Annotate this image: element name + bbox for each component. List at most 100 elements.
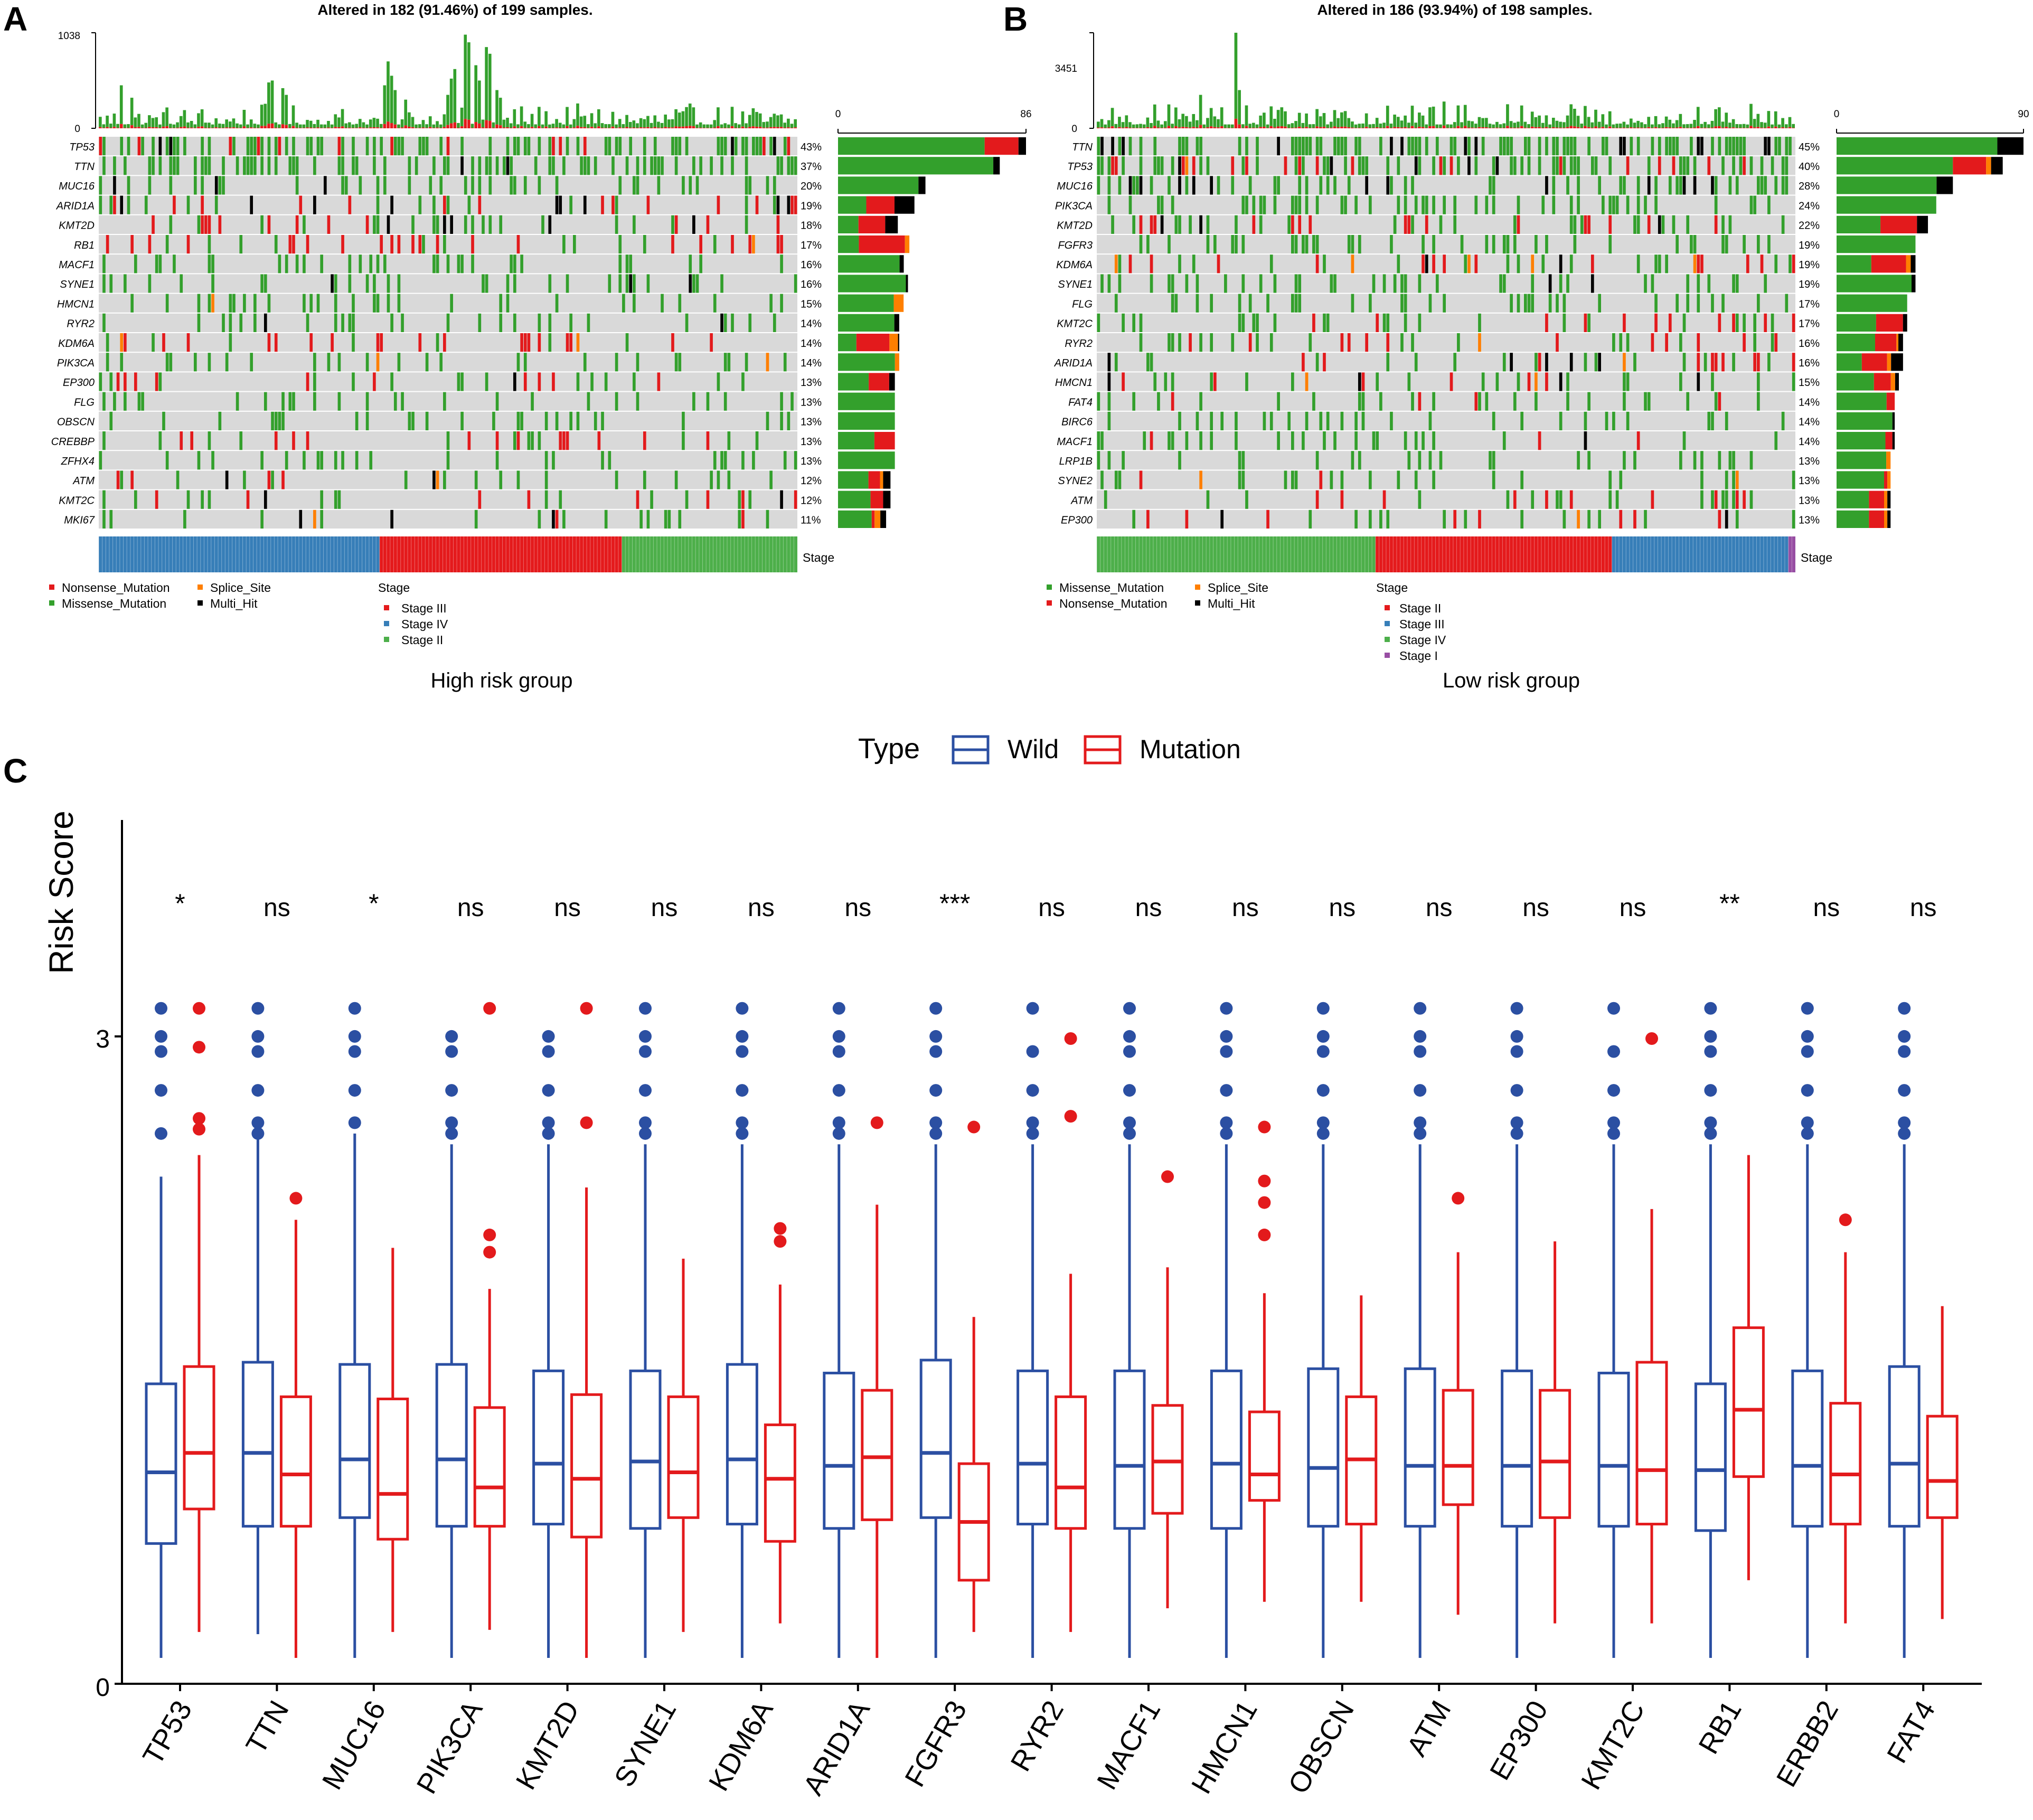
mutation-cell <box>706 215 710 234</box>
mutation-cell <box>1743 235 1746 254</box>
mutation-cell <box>1443 294 1446 313</box>
box-body <box>183 1365 215 1511</box>
box-outlier <box>1801 1127 1814 1140</box>
tmb-bar-nonsense <box>1167 126 1171 128</box>
box-outlier <box>967 1120 981 1134</box>
mutation-cell <box>243 156 246 175</box>
tmb-bar-missense <box>758 113 762 127</box>
mutation-cell <box>1732 470 1735 489</box>
gene-count-bar <box>880 510 887 528</box>
mutation-cell <box>1248 294 1252 313</box>
mutation-cell <box>1171 392 1174 411</box>
mutation-cell <box>1150 431 1153 450</box>
gene-percent: 16% <box>801 279 822 290</box>
mutation-cell <box>748 490 752 509</box>
tmb-bar-nonsense <box>485 120 488 128</box>
mutation-cell <box>1309 215 1312 234</box>
mutation-cell <box>1665 137 1668 156</box>
mutation-cell <box>780 490 783 509</box>
mutation-cell <box>267 470 271 489</box>
box-outlier <box>445 1127 458 1140</box>
mutation-cell <box>169 137 173 156</box>
mutation-cell <box>1114 156 1118 175</box>
mutation-cell <box>587 392 590 411</box>
mutation-cell <box>1774 137 1778 156</box>
oncoplot-row-bg <box>1097 490 1795 509</box>
tmb-bar-missense <box>1259 115 1263 127</box>
tmb-bar-missense <box>636 123 639 128</box>
mutation-cell <box>1379 510 1382 529</box>
tmb-bar-missense <box>1097 121 1100 128</box>
box-outlier <box>870 1116 883 1129</box>
mutation-cell <box>692 215 695 234</box>
mutation-cell <box>274 137 278 156</box>
mutation-cell <box>608 274 611 293</box>
mutation-cell <box>432 254 436 274</box>
mutation-cell <box>1269 254 1273 274</box>
tmb-bar-missense <box>1651 124 1654 128</box>
mutation-cell <box>460 137 464 156</box>
mutation-cell <box>1189 215 1192 234</box>
mutation-cell <box>506 294 510 313</box>
mutation-cell <box>1789 254 1792 274</box>
box-outlier <box>1414 1030 1427 1043</box>
mutation-cell <box>1312 235 1315 254</box>
box-outlier <box>929 1002 943 1015</box>
mutation-cell <box>165 235 169 254</box>
mutation-cell <box>576 372 580 391</box>
mutation-cell <box>1654 254 1658 274</box>
mutation-cell <box>552 510 555 529</box>
mutation-cell <box>1393 274 1397 293</box>
tmb-bar-missense <box>464 34 467 119</box>
box-outlier <box>1258 1120 1271 1134</box>
mutation-cell <box>158 431 162 450</box>
tmb-bar-missense <box>1322 113 1326 127</box>
mutation-cell <box>1757 235 1760 254</box>
mutation-cell <box>436 254 439 274</box>
mutation-cell <box>513 137 516 156</box>
tmb-bar-nonsense <box>316 127 319 128</box>
mutation-cell <box>1474 137 1478 156</box>
box-outlier <box>1414 1002 1427 1015</box>
tmb-bar-missense <box>1263 112 1266 127</box>
tmb-bar-missense <box>646 116 650 127</box>
tmb-bar-missense <box>1439 124 1442 128</box>
mutation-cell <box>1294 235 1298 254</box>
tmb-bar-missense <box>1294 121 1297 128</box>
tmb-bar-missense <box>1450 124 1453 128</box>
mutation-cell <box>1711 490 1714 509</box>
mutation-cell <box>523 372 527 391</box>
mutation-cell <box>516 137 520 156</box>
mutation-cell <box>769 137 773 156</box>
gene-label: ARID1A <box>56 200 95 212</box>
mutation-cell <box>443 235 446 254</box>
gene-label: BIRC6 <box>1061 417 1093 428</box>
mutation-cell <box>1443 254 1446 274</box>
tmb-bar-nonsense <box>1418 127 1421 128</box>
tmb-bar-nonsense <box>685 126 688 128</box>
tmb-bar-missense <box>1781 118 1784 128</box>
mutation-cell <box>1302 353 1305 372</box>
mutation-cell <box>1097 431 1100 450</box>
mutation-cell <box>1517 294 1520 313</box>
mutation-cell <box>1520 510 1523 529</box>
legend-a-stage3-swatch <box>384 637 389 642</box>
mutation-cell <box>667 510 671 529</box>
mutation-cell <box>1771 333 1774 352</box>
mutation-cell <box>418 333 422 352</box>
gene-count-bar <box>1991 157 2003 175</box>
gene-count-bar <box>1837 314 1876 332</box>
tmb-bar-missense <box>1382 122 1386 128</box>
tmb-bar-missense <box>1266 124 1269 128</box>
box-outlier <box>1123 1127 1136 1140</box>
mutation-cell <box>411 411 415 430</box>
tmb-bar-missense <box>1418 112 1421 127</box>
gene-count-bar <box>883 491 891 508</box>
mutation-cell <box>1760 176 1764 195</box>
mutation-cell <box>158 137 162 156</box>
tmb-bar-missense <box>1347 118 1351 128</box>
mutation-cell <box>1118 274 1122 293</box>
mutation-cell <box>643 470 646 489</box>
mutation-cell <box>1382 490 1386 509</box>
tmb-bar-nonsense <box>506 127 509 128</box>
